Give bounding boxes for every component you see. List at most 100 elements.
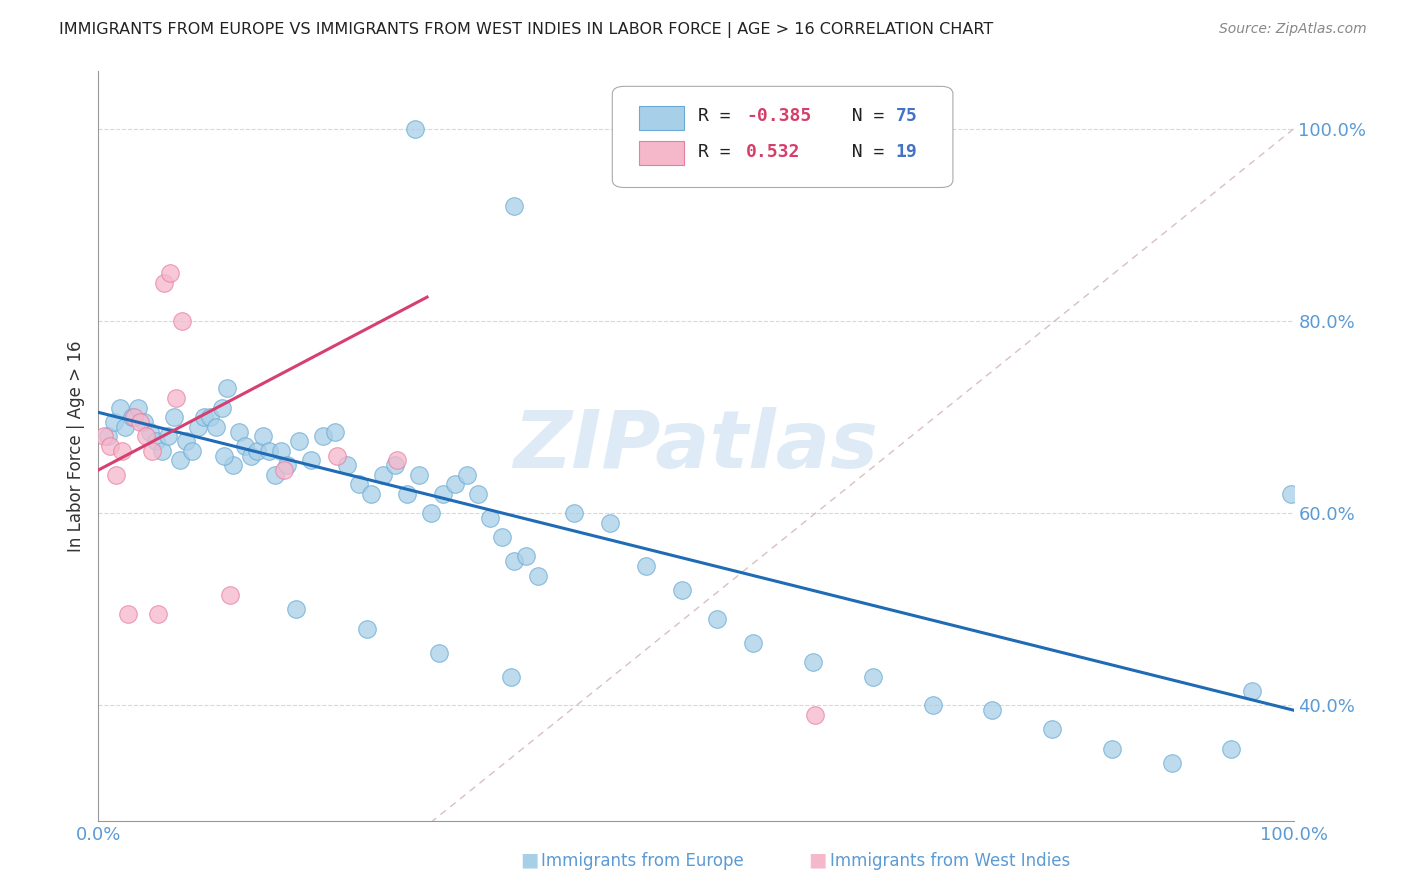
Point: [491, 530, 513, 544]
Point: [323, 425, 346, 439]
Point: [404, 122, 426, 136]
Point: [634, 559, 657, 574]
Point: [172, 314, 194, 328]
Point: [419, 506, 441, 520]
Point: [159, 266, 181, 280]
Point: [515, 549, 537, 564]
Point: [527, 568, 550, 582]
Point: [432, 487, 454, 501]
Point: [503, 199, 526, 213]
Y-axis label: In Labor Force | Age > 16: In Labor Force | Age > 16: [67, 340, 86, 552]
Point: [156, 429, 179, 443]
Text: Source: ZipAtlas.com: Source: ZipAtlas.com: [1219, 22, 1367, 37]
Point: [246, 443, 269, 458]
Text: N =: N =: [830, 143, 896, 161]
Text: 19: 19: [896, 143, 917, 161]
Point: [862, 669, 884, 683]
Point: [1279, 487, 1302, 501]
Point: [276, 458, 298, 473]
Point: [98, 439, 122, 453]
Text: Immigrants from West Indies: Immigrants from West Indies: [830, 852, 1070, 870]
Point: [129, 415, 152, 429]
Point: [360, 487, 382, 501]
Point: [259, 443, 281, 458]
Point: [427, 646, 450, 660]
Point: [499, 669, 522, 683]
Text: 0.532: 0.532: [747, 143, 800, 161]
Text: 75: 75: [896, 107, 917, 125]
Point: [153, 276, 176, 290]
Point: [804, 708, 827, 723]
Point: [103, 415, 125, 429]
Text: N =: N =: [830, 107, 896, 125]
Point: [1240, 684, 1263, 698]
Point: [706, 612, 728, 626]
Point: [240, 449, 263, 463]
Bar: [638, 141, 685, 165]
Point: [114, 419, 136, 434]
Point: [1220, 741, 1243, 756]
Point: [356, 622, 378, 636]
Point: [93, 429, 115, 443]
Point: [312, 429, 335, 443]
Point: [198, 410, 221, 425]
Point: [801, 655, 824, 669]
Point: [562, 506, 585, 520]
Point: [111, 443, 134, 458]
Point: [135, 429, 157, 443]
Point: [299, 453, 322, 467]
Point: [252, 429, 274, 443]
Text: R =: R =: [699, 107, 742, 125]
Point: [385, 453, 409, 467]
Point: [284, 602, 307, 616]
Point: [163, 410, 186, 425]
Point: [97, 429, 120, 443]
Text: -0.385: -0.385: [747, 107, 811, 125]
Text: R =: R =: [699, 143, 752, 161]
Point: [132, 415, 155, 429]
Point: [180, 443, 202, 458]
Point: [141, 443, 163, 458]
Point: [503, 554, 526, 568]
Point: [443, 477, 465, 491]
Text: Immigrants from Europe: Immigrants from Europe: [541, 852, 744, 870]
Point: [228, 425, 250, 439]
Point: [127, 401, 149, 415]
Point: [921, 698, 943, 713]
Point: [479, 511, 502, 525]
Point: [219, 588, 242, 602]
Point: [384, 458, 406, 473]
Point: [264, 467, 287, 482]
Point: [336, 458, 359, 473]
Point: [671, 583, 693, 598]
Point: [326, 449, 349, 463]
Point: [212, 449, 235, 463]
Text: ■: ■: [808, 851, 827, 870]
Point: [148, 607, 170, 621]
Point: [395, 487, 418, 501]
Point: [169, 453, 191, 467]
Point: [1040, 723, 1063, 737]
Point: [742, 636, 765, 650]
Point: [1101, 741, 1123, 756]
Point: [222, 458, 245, 473]
Point: [270, 443, 292, 458]
Point: [599, 516, 621, 530]
FancyBboxPatch shape: [613, 87, 953, 187]
Point: [145, 434, 167, 449]
Bar: [638, 106, 685, 130]
Point: [193, 410, 215, 425]
Point: [235, 439, 257, 453]
Point: [211, 401, 233, 415]
Point: [121, 410, 143, 425]
Point: [150, 443, 173, 458]
Text: IMMIGRANTS FROM EUROPE VS IMMIGRANTS FROM WEST INDIES IN LABOR FORCE | AGE > 16 : IMMIGRANTS FROM EUROPE VS IMMIGRANTS FRO…: [59, 22, 993, 38]
Point: [288, 434, 311, 449]
Point: [124, 410, 146, 425]
Point: [981, 703, 1004, 717]
Text: ■: ■: [520, 851, 538, 870]
Point: [408, 467, 430, 482]
Point: [467, 487, 489, 501]
Point: [187, 419, 209, 434]
Point: [165, 391, 187, 405]
